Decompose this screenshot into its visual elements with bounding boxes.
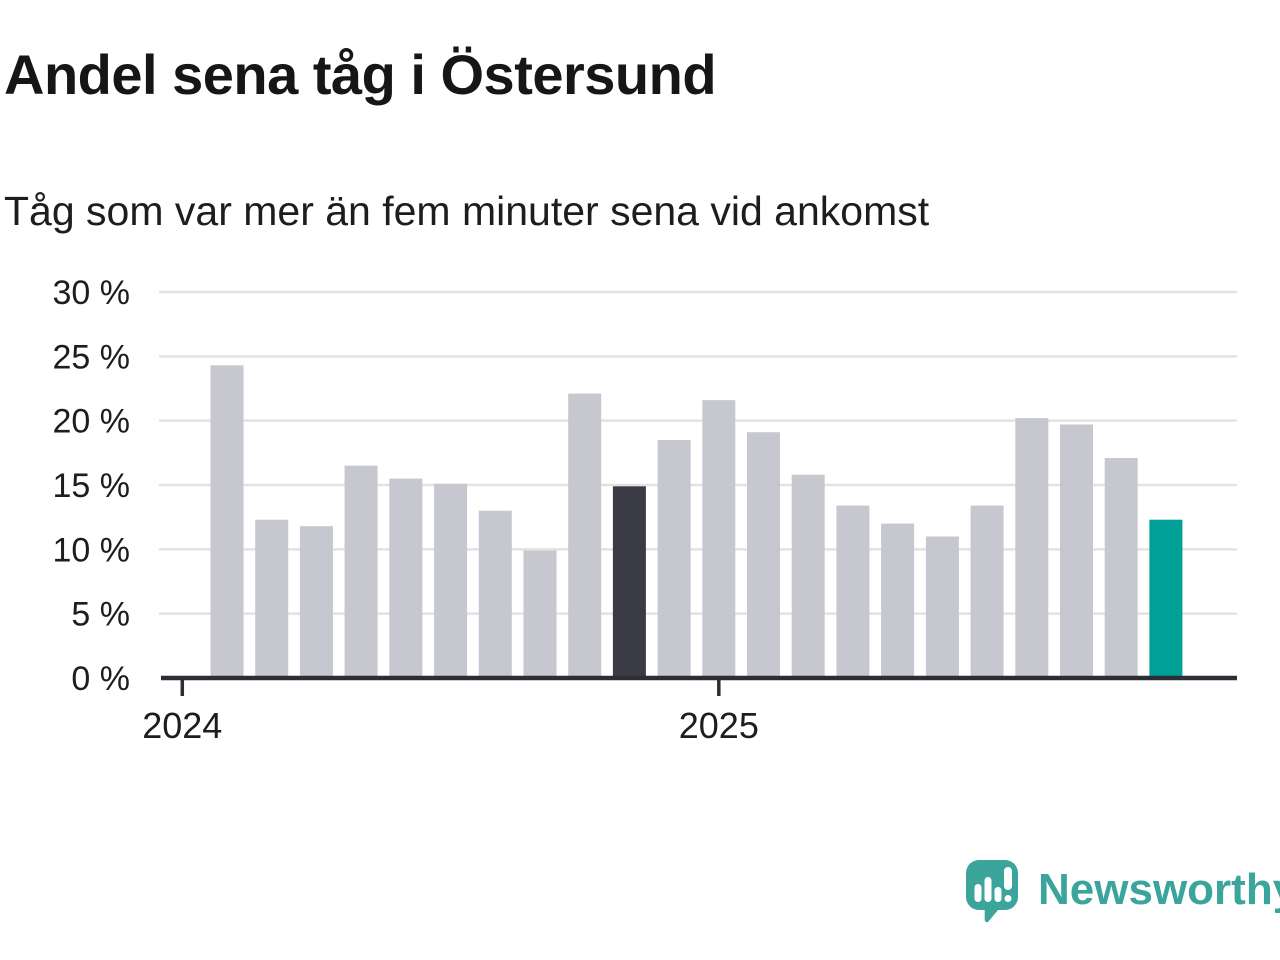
- bar: [836, 505, 870, 678]
- bar: [1015, 418, 1049, 678]
- bar: [389, 478, 423, 678]
- logo-bar-3: [994, 887, 1002, 902]
- bar: [1060, 424, 1093, 678]
- bar: [1104, 458, 1138, 678]
- bar: [434, 483, 468, 678]
- bar: [925, 536, 959, 678]
- y-tick-label: 10 %: [53, 531, 131, 569]
- bar: [523, 550, 557, 678]
- bar: [568, 393, 602, 678]
- y-tick-label: 30 %: [53, 274, 131, 312]
- bar: [478, 510, 512, 678]
- bar: [702, 400, 736, 678]
- x-tick-label: 2025: [679, 705, 759, 746]
- newsworthy-logo-icon: [966, 860, 1018, 923]
- bar: [881, 523, 915, 678]
- logo-bar-1: [974, 884, 982, 902]
- y-tick-label: 20 %: [53, 403, 131, 441]
- bar: [612, 486, 646, 678]
- bar: [255, 519, 289, 678]
- x-tick-label: 2024: [142, 705, 222, 746]
- logo-exclamation-bar: [1004, 867, 1012, 890]
- y-tick-label: 15 %: [53, 467, 131, 505]
- bar: [970, 505, 1004, 678]
- chart-title: Andel sena tåg i Östersund: [4, 43, 717, 106]
- chart-subtitle: Tåg som var mer än fem minuter sena vid …: [4, 188, 930, 234]
- y-tick-label: 0 %: [71, 660, 130, 698]
- bar: [657, 440, 691, 678]
- bar: [747, 432, 780, 678]
- branding-name: Newsworthy: [1038, 865, 1280, 914]
- y-tick-label: 5 %: [71, 596, 130, 634]
- y-tick-label: 25 %: [53, 338, 131, 376]
- bar: [791, 474, 825, 678]
- bar: [344, 465, 378, 678]
- bar: [1149, 519, 1183, 678]
- logo-bar-2: [984, 877, 992, 902]
- bar: [299, 526, 333, 678]
- logo-exclamation-dot: [1004, 895, 1012, 902]
- bar: [210, 365, 244, 678]
- branding: Newsworthy: [960, 856, 1280, 924]
